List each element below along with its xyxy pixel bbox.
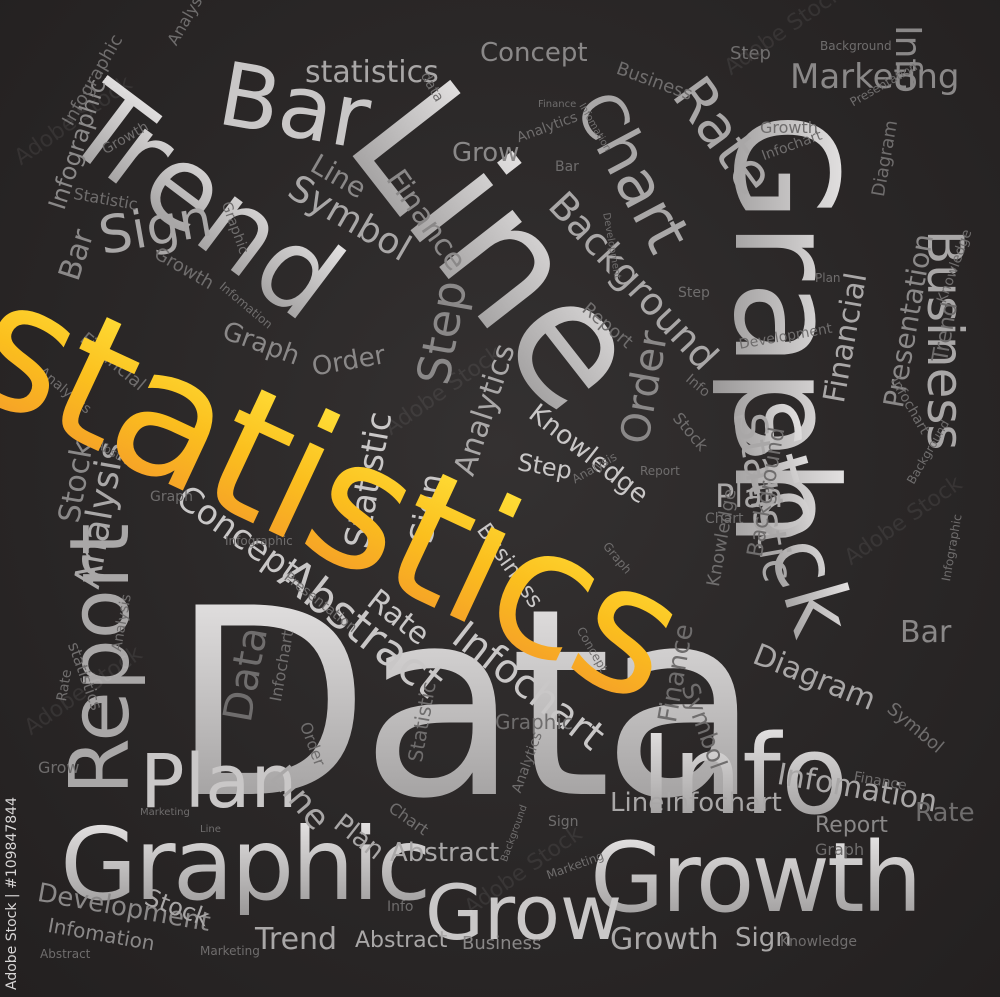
word-growth-bottom: Growth — [610, 922, 719, 957]
word-symbol-right: Symbol — [882, 698, 948, 758]
word-infographic-small: Infographic — [225, 535, 293, 547]
word-abstract-bl: Abstract — [40, 947, 91, 961]
word-growth-top: Growth — [760, 118, 818, 137]
word-graphic-large: Graphic — [60, 806, 432, 923]
word-graph-right: Graph — [815, 840, 865, 859]
word-data-large: Data — [170, 554, 761, 856]
word-graph-left-small: Graph — [150, 490, 193, 504]
word-sign-small: Sign — [548, 814, 579, 830]
word-step-top: Step — [730, 43, 771, 64]
word-analytics-top: Analytics — [514, 109, 580, 147]
word-bar-top: Bar — [555, 159, 579, 175]
word-sign-bottom: Sign — [735, 923, 792, 953]
word-background-top: Background — [820, 39, 892, 53]
word-grow-top: Grow — [452, 138, 520, 168]
word-diagram-right: Diagram — [748, 637, 881, 718]
word-graphic-bottom: Graphic — [495, 710, 573, 734]
word-abstract-bottom2: Abstract — [355, 928, 448, 953]
word-infochart-bottom: Infochart — [665, 788, 782, 818]
word-trend-bottom: Trend — [255, 922, 338, 957]
word-plan: Plan — [140, 739, 298, 825]
word-marketing-small: Marketing — [140, 807, 190, 818]
word-infographic-right: Infographic — [939, 513, 965, 583]
stock-id-label: Adobe Stock | #109847844 — [4, 797, 20, 990]
word-diagram-top: Diagram — [868, 118, 903, 199]
word-chart-mid: Chart — [705, 511, 744, 527]
word-analysis-tl: Analysis — [163, 0, 213, 49]
word-abstract-bottom: Abstract — [390, 838, 500, 868]
word-marketing-bottom2: Marketing — [200, 944, 260, 958]
word-bar-right: Bar — [900, 615, 952, 650]
word-concept: Concept — [480, 38, 588, 68]
word-finance-tiny: Finance — [538, 99, 577, 110]
word-report-small: Report — [640, 464, 680, 478]
word-statistics-small: statistics — [305, 55, 439, 90]
word-info-large: Info — [640, 711, 849, 839]
word-knowledge-bottom: Knowledge — [780, 934, 857, 950]
word-report-right: Report — [815, 813, 888, 838]
word-grow-large: Grow — [425, 868, 623, 957]
word-info-small-bottom: Info — [387, 899, 414, 915]
word-line-small-bottom: Line — [200, 824, 221, 835]
word-plan-right: Plan — [715, 477, 784, 515]
word-business-bottom: Business — [462, 933, 542, 954]
word-plan-top: Plan — [815, 271, 841, 285]
word-step-right: Step — [678, 285, 710, 301]
word-grow-left: Grow — [38, 758, 80, 777]
word-marketing: Marketing — [790, 57, 960, 97]
word-rate-right: Rate — [915, 798, 975, 828]
word-growth-large: Growth — [590, 822, 922, 934]
word-line-infochart: Line — [610, 788, 665, 818]
